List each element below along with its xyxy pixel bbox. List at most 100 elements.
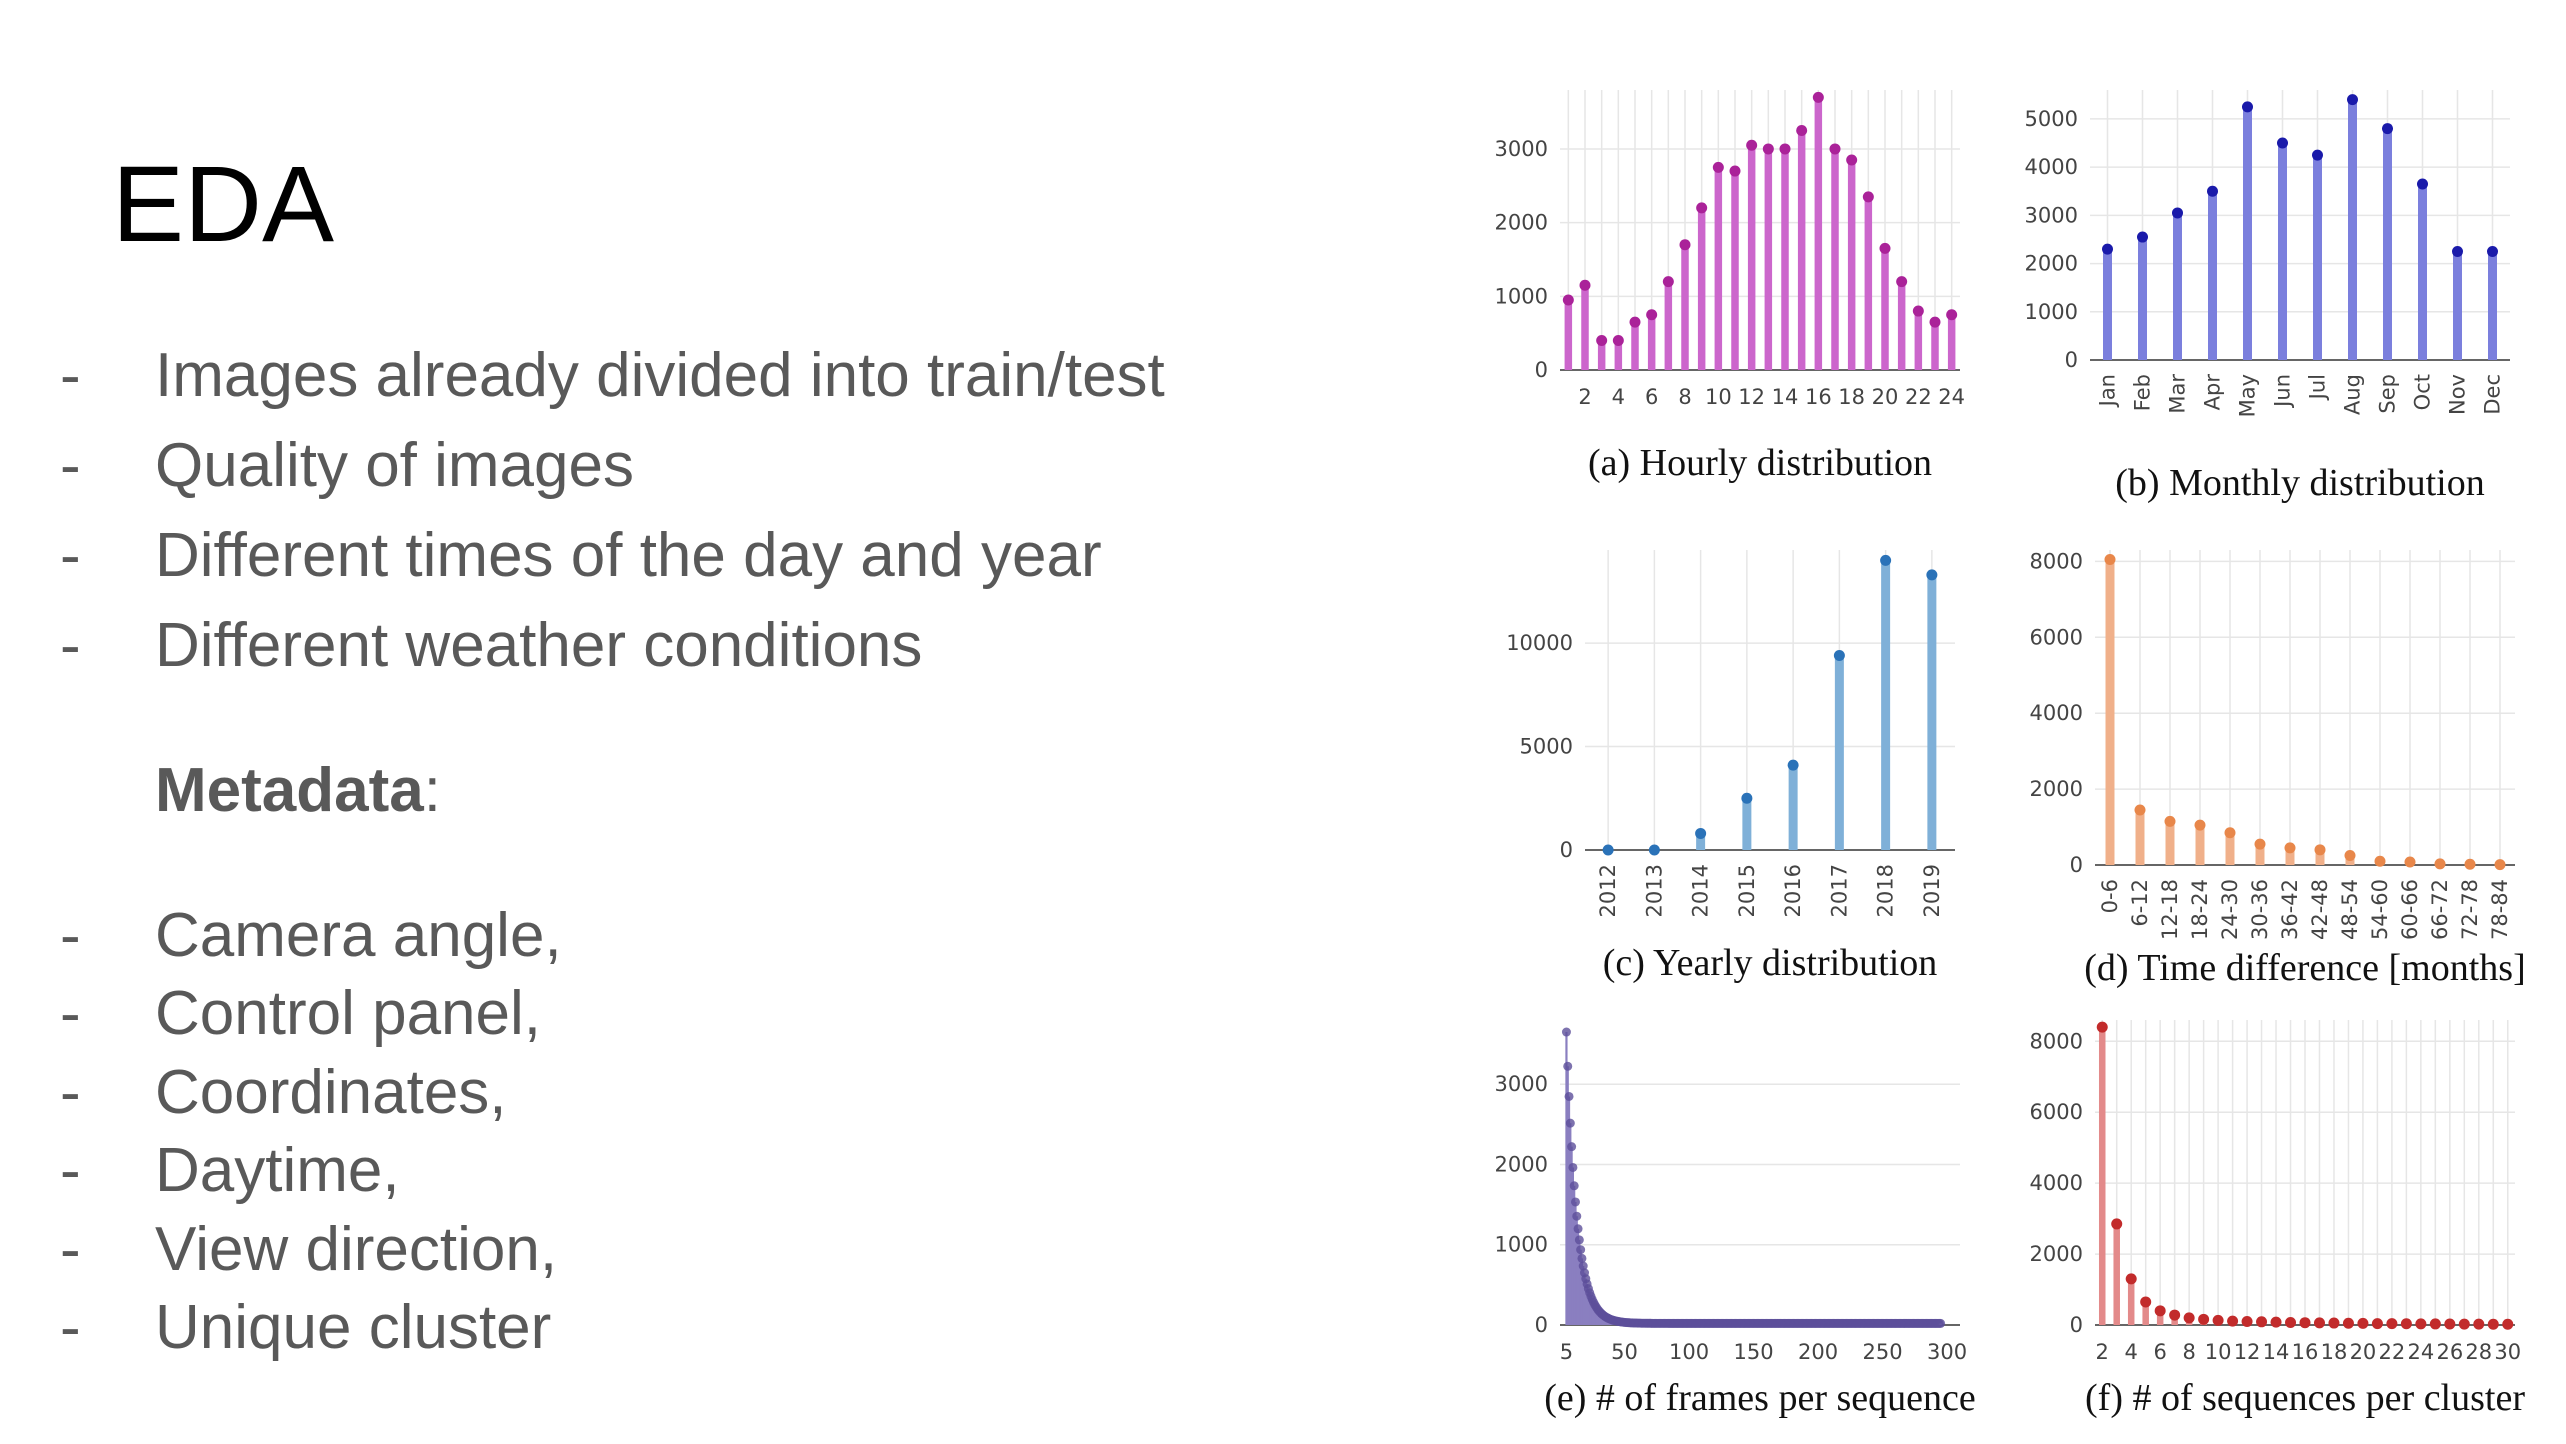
x-tick-label: 78-84: [2488, 879, 2512, 940]
data-point: [2494, 859, 2506, 871]
x-tick-label: 54-60: [2368, 879, 2392, 940]
x-tick-label: 2018: [1874, 864, 1898, 917]
x-tick-label: May: [2236, 374, 2260, 417]
data-point: [1574, 1235, 1584, 1245]
y-tick-label: 0: [2070, 1313, 2083, 1337]
x-tick-label: 66-72: [2428, 879, 2452, 940]
bullet-dash: -: [60, 521, 81, 590]
x-tick-label: Oct: [2411, 374, 2435, 410]
x-tick-label: 18: [2321, 1340, 2348, 1364]
data-point: [2183, 1312, 2195, 1324]
data-point: [2312, 149, 2323, 161]
data-point: [2487, 246, 2498, 258]
data-point: [1562, 294, 1574, 306]
x-tick-label: Apr: [2201, 374, 2225, 411]
x-tick-label: 26: [2436, 1340, 2463, 1364]
x-tick-label: 8: [2182, 1340, 2195, 1364]
x-tick-label: 12: [1738, 385, 1765, 409]
data-point: [1563, 1061, 1573, 1071]
bullet-dash: -: [60, 1293, 81, 1362]
data-point: [1746, 139, 1758, 151]
x-tick-label: 10: [2205, 1340, 2232, 1364]
data-point: [2137, 231, 2148, 243]
data-point: [1596, 335, 1608, 347]
y-tick-label: 0: [2065, 348, 2078, 372]
y-tick-label: 1000: [2025, 300, 2078, 324]
x-tick-label: 4: [2125, 1340, 2138, 1364]
chart-caption: (c) Yearly distribution: [1603, 942, 1938, 984]
x-tick-label: Jan: [2096, 374, 2120, 408]
x-tick-label: 0-6: [2098, 879, 2122, 913]
chart-monthly-distribution: 0 1000 2000 3000 4000 5000 Jan Feb Mar Apr May Jun J…: [2025, 90, 2510, 504]
x-tick-label: Aug: [2341, 374, 2365, 415]
x-tick-label: 24: [2407, 1340, 2434, 1364]
data-point: [2357, 1317, 2369, 1329]
data-point: [2404, 856, 2416, 868]
data-point: [1879, 242, 1891, 254]
data-point: [2444, 1318, 2456, 1330]
x-tick-label: 28: [2465, 1340, 2492, 1364]
metadata-text: Coordinates,: [155, 1058, 507, 1127]
x-tick-label: Sep: [2376, 374, 2400, 414]
metadata-text: Camera angle,: [155, 901, 562, 970]
chart-caption: (a) Hourly distribution: [1588, 442, 1932, 484]
x-tick-label: 30: [2494, 1340, 2521, 1364]
x-tick-label: 2015: [1735, 864, 1759, 917]
x-tick-label: 50: [1611, 1340, 1638, 1364]
x-tick-label: Mar: [2166, 374, 2190, 414]
x-tick-label: 4: [1612, 385, 1625, 409]
data-point: [2285, 1317, 2297, 1329]
x-tick-label: 12-18: [2158, 879, 2182, 940]
data-point: [2314, 844, 2326, 856]
data-point: [1648, 844, 1660, 856]
x-tick-label: Dec: [2481, 374, 2505, 415]
y-tick-label: 5000: [2025, 107, 2078, 131]
x-tick-label: 24-30: [2218, 879, 2242, 940]
data-point: [2487, 1318, 2499, 1330]
x-tick-label: 6: [1645, 385, 1658, 409]
y-tick-label: 4000: [2030, 701, 2083, 725]
x-tick-label: 2012: [1596, 864, 1620, 917]
bullet-text: Different times of the day and year: [155, 521, 1102, 590]
y-tick-label: 2000: [1495, 211, 1548, 235]
x-tick-label: 14: [1772, 385, 1799, 409]
x-tick-label: 48-54: [2338, 879, 2362, 940]
x-tick-label: Nov: [2446, 374, 2470, 415]
x-tick-label: 42-48: [2308, 879, 2332, 940]
chart-caption: (b) Monthly distribution: [2115, 462, 2484, 504]
data-point: [2134, 804, 2146, 816]
x-tick-label: 2: [1578, 385, 1591, 409]
data-point: [2313, 1317, 2325, 1329]
slide-title: EDA: [112, 143, 335, 264]
data-point: [2277, 137, 2288, 149]
x-tick-label: 100: [1669, 1340, 1709, 1364]
data-point: [1741, 792, 1753, 804]
y-tick-label: 8000: [2030, 1029, 2083, 1053]
chart-caption: (f) # of sequences per cluster: [2085, 1377, 2525, 1419]
data-point: [2415, 1318, 2427, 1330]
x-tick-label: 20: [2350, 1340, 2377, 1364]
data-point: [2342, 1317, 2354, 1329]
x-tick-label: 2017: [1827, 864, 1851, 917]
data-point: [1880, 554, 1892, 566]
data-point: [2224, 827, 2236, 839]
data-point: [2347, 94, 2358, 106]
data-point: [1946, 309, 1958, 321]
chart-caption: (e) # of frames per sequence: [1544, 1377, 1976, 1419]
data-point: [2125, 1273, 2137, 1285]
x-tick-label: 36-42: [2278, 879, 2302, 940]
y-tick-label: 6000: [2030, 1100, 2083, 1124]
bullet-text: Quality of images: [155, 431, 634, 500]
y-tick-label: 2000: [2030, 777, 2083, 801]
x-tick-label: 2019: [1920, 864, 1944, 917]
data-point: [2374, 855, 2386, 867]
data-point: [2382, 123, 2393, 135]
data-point: [1696, 202, 1708, 214]
data-point: [2256, 1316, 2268, 1328]
x-tick-label: 12: [2234, 1340, 2261, 1364]
bullet-dash: -: [60, 611, 81, 680]
x-tick-label: 24: [1938, 385, 1965, 409]
x-tick-label: 2013: [1642, 864, 1666, 917]
bullet-dash: -: [60, 979, 81, 1048]
